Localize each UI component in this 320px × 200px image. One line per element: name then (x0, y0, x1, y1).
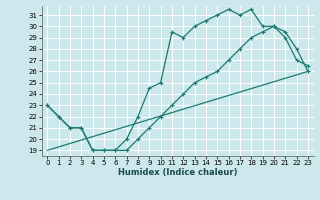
X-axis label: Humidex (Indice chaleur): Humidex (Indice chaleur) (118, 168, 237, 177)
